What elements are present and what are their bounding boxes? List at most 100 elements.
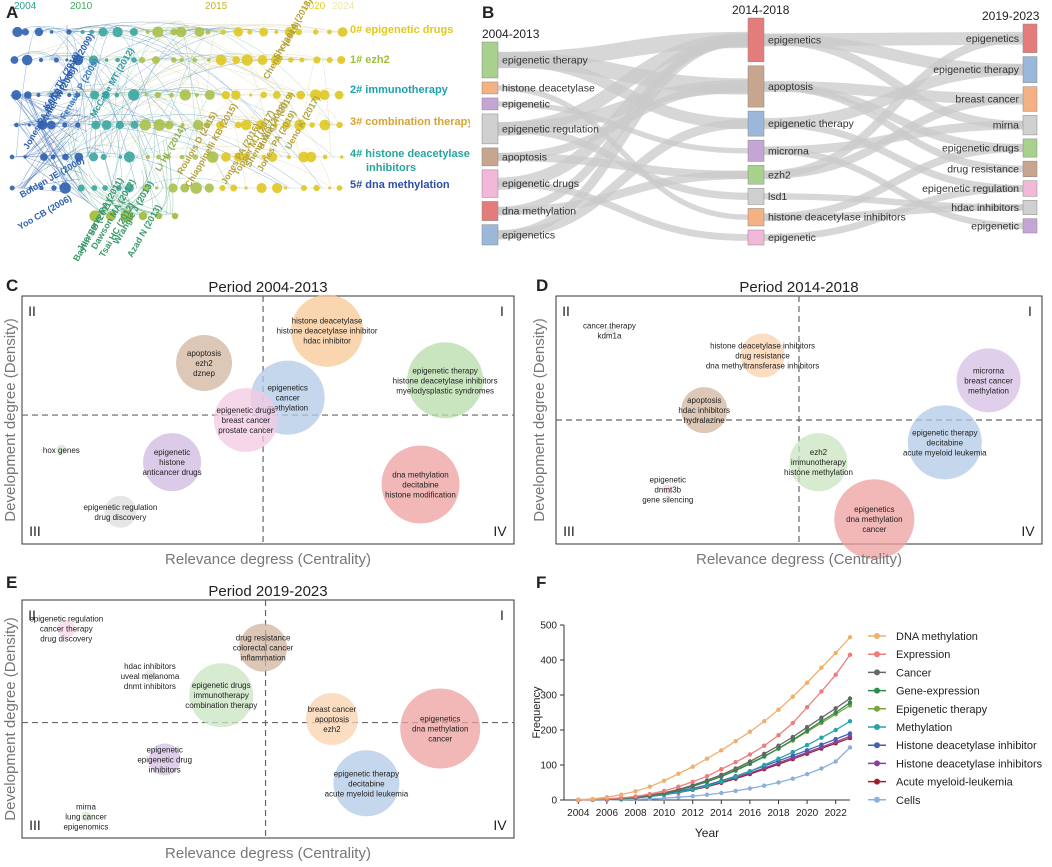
citation-node: [89, 210, 101, 222]
citation-link: [43, 24, 336, 126]
citation-node: [259, 27, 269, 37]
citation-node: [192, 154, 198, 160]
cluster-labels: 0# epigenetic drugs 1# ezh2 2# immunothera…: [350, 24, 470, 191]
topic-bubble: [56, 444, 67, 455]
data-point: [819, 742, 824, 747]
data-point: [833, 759, 838, 764]
series-line: [578, 720, 851, 801]
citation-link: [93, 51, 336, 126]
bubble-label: epigenetic regulation: [29, 615, 103, 624]
data-point: [819, 715, 824, 720]
citation-node: [80, 29, 85, 35]
bubble-label: epigenetic therapy: [334, 769, 399, 778]
citation-link: [27, 94, 79, 143]
bubble-label: methylation: [267, 404, 308, 413]
cluster-label: 2# immunotherapy: [350, 84, 449, 96]
bubble-label: methylation: [968, 386, 1009, 395]
legend-label: Histone deacetylase inhibitors: [896, 758, 1043, 770]
citation-link: [106, 181, 143, 216]
citation-link: [30, 54, 177, 126]
citation-node: [14, 122, 19, 128]
citation-node: [299, 57, 305, 63]
legend-swatch-marker: [874, 669, 880, 676]
citation-node: [260, 91, 267, 99]
data-point: [676, 784, 681, 789]
citation-link: [179, 28, 303, 126]
data-point: [762, 719, 767, 724]
citation-node: [284, 27, 295, 37]
x-tick-label: 2008: [624, 808, 647, 819]
data-point: [762, 743, 767, 748]
bubble-label: cancer therapy: [40, 625, 93, 634]
data-point: [776, 780, 781, 785]
data-point: [847, 719, 853, 724]
data-point: [790, 776, 795, 781]
sankey-node: [747, 208, 765, 227]
data-point: [747, 759, 753, 764]
series-line: [578, 636, 851, 801]
citation-node: [124, 183, 134, 193]
citation-node: [145, 30, 150, 34]
citation-node: [142, 184, 150, 192]
citation-link: [43, 55, 232, 189]
citation-node: [240, 119, 252, 131]
citation-link: [37, 120, 290, 189]
data-point: [704, 783, 710, 789]
citation-node: [168, 183, 178, 193]
sankey-node-label: epigenetic drugs: [502, 178, 579, 190]
citation-link: [88, 90, 105, 158]
sankey-link: [497, 85, 749, 220]
citation-node: [118, 155, 123, 159]
citation-node: [139, 56, 146, 64]
data-point: [719, 790, 724, 796]
sankey-node: [747, 65, 765, 108]
legend-label: Epigenetic therapy: [896, 704, 988, 716]
citation-node: [322, 154, 328, 160]
bubble-label: drug resistance: [735, 352, 790, 361]
data-point: [747, 769, 753, 774]
citation-node: [179, 154, 185, 160]
sankey-node: [1022, 180, 1038, 197]
bubble-label: apoptosis: [687, 396, 721, 405]
topic-bubble: [381, 445, 460, 524]
sankey-node: [481, 201, 499, 221]
data-point: [819, 689, 824, 694]
citation-node: [175, 26, 187, 38]
citation-node: [336, 185, 343, 191]
cluster-label: 5# dna methylation: [350, 179, 450, 191]
legend-swatch-marker: [874, 760, 880, 767]
data-point: [647, 791, 652, 797]
sankey-node: [1022, 160, 1038, 178]
bubble-label: epigenetic drugs: [217, 406, 276, 415]
bubble-label: histone deacetylase inhibitor: [277, 327, 378, 336]
topic-bubble: [789, 433, 848, 492]
citation-node: [204, 90, 215, 100]
bubble-label: dna methylation: [392, 470, 448, 479]
chart-title: Period 2014-2018: [739, 279, 858, 296]
citation-link: [22, 115, 89, 158]
bubble-label: histone methylation: [784, 468, 853, 477]
sankey-node-label: epigenetic: [971, 220, 1019, 232]
y-tick-label: 400: [540, 656, 557, 667]
data-point: [704, 778, 710, 783]
citation-node: [231, 90, 241, 100]
citation-node: [295, 28, 303, 36]
chart-title: Period 2004-2013: [208, 279, 327, 296]
citation-link: [313, 109, 339, 126]
bubble-label: breast cancer: [964, 376, 1013, 385]
citation-node: [170, 28, 178, 36]
citation-link: [19, 124, 90, 204]
citation-node: [192, 57, 198, 63]
data-point: [619, 795, 624, 801]
bubble-label: cancer: [862, 525, 886, 534]
y-tick-label: 200: [540, 726, 557, 737]
panel-label-d: D: [536, 276, 548, 295]
bubble-label: dna methylation: [846, 515, 902, 524]
citation-link: [14, 94, 71, 192]
citation-node: [249, 93, 253, 97]
citation-node: [309, 122, 315, 128]
citation-node: [164, 120, 174, 130]
bubble-label: immunotherapy: [194, 691, 249, 700]
